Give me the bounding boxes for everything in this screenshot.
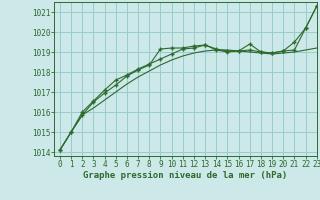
X-axis label: Graphe pression niveau de la mer (hPa): Graphe pression niveau de la mer (hPa) xyxy=(84,171,288,180)
